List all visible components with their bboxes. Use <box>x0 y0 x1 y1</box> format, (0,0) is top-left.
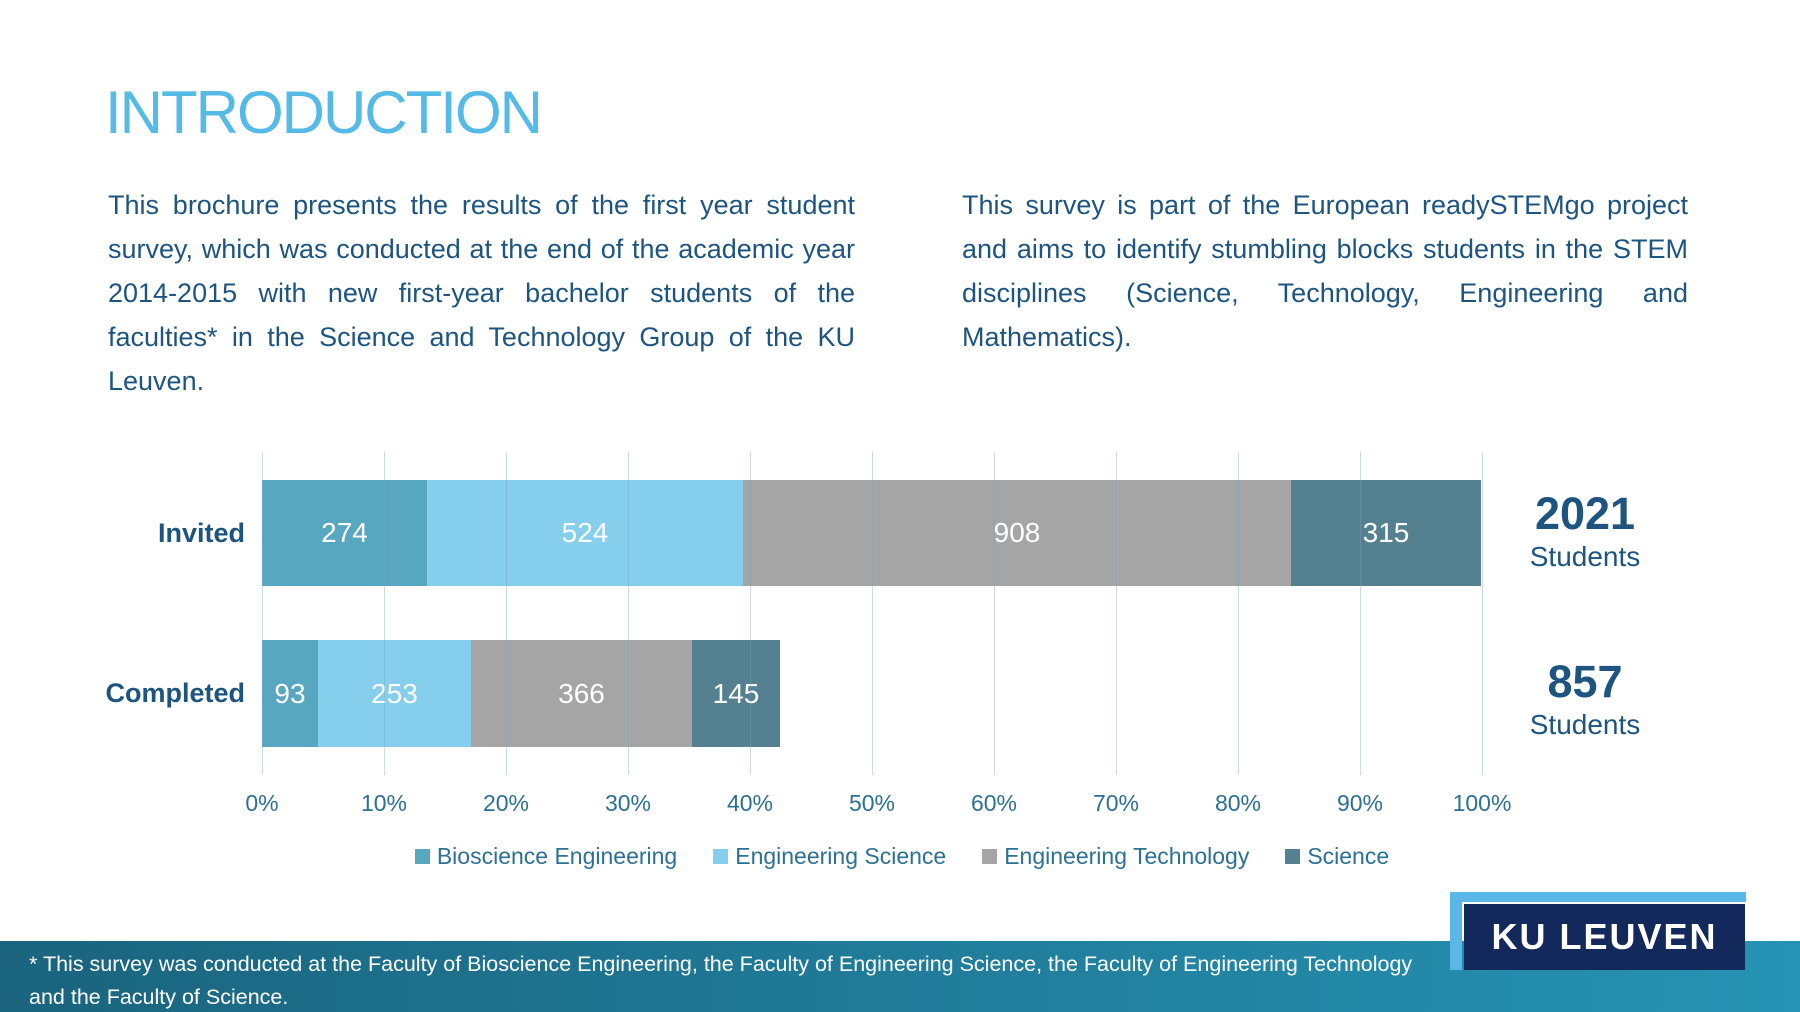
total-value: 2021 <box>1534 488 1636 539</box>
segment-value: 908 <box>993 517 1041 548</box>
bar-segment: 145 <box>692 640 780 747</box>
axis-tick-label: 0% <box>245 790 279 816</box>
intro-paragraph-right: This survey is part of the European read… <box>962 190 1688 352</box>
bar-row-completed: 93 253 366 145 <box>262 640 780 747</box>
axis-tick-label: 60% <box>970 790 1018 816</box>
legend-swatch-icon <box>414 849 430 864</box>
gridline <box>262 452 263 775</box>
footnote: * This survey was conducted at the Facul… <box>29 952 1413 1009</box>
category-label: Completed <box>105 678 245 708</box>
legend-label: Bioscience Engineering <box>436 843 678 869</box>
total-label: Students <box>1529 541 1641 572</box>
bar-segment: 315 <box>1291 480 1481 586</box>
total-group: 2021 Students <box>1485 490 1685 573</box>
bar-segment: 274 <box>262 480 427 586</box>
total-group: 857 Students <box>1485 658 1685 741</box>
legend-item: Bioscience Engineering <box>414 843 678 870</box>
segment-value: 524 <box>561 517 609 548</box>
gridline <box>1482 452 1483 775</box>
legend-swatch-icon <box>1285 849 1301 864</box>
bar-segment: 93 <box>262 640 318 747</box>
axis-tick-label: 70% <box>1092 790 1140 816</box>
gridline <box>1360 452 1361 775</box>
gridline <box>1116 452 1117 775</box>
legend-swatch-icon <box>982 849 998 864</box>
page-title: INTRODUCTION <box>105 79 543 146</box>
axis-tick-label: 100% <box>1452 790 1512 816</box>
bar-segment: 253 <box>318 640 471 747</box>
logo-wordmark: KU LEUVEN <box>1491 916 1718 957</box>
segment-value: 145 <box>712 677 760 709</box>
legend-item: Engineering Science <box>713 843 946 870</box>
intro-paragraph-left: This brochure presents the results of th… <box>108 190 855 396</box>
gridline <box>628 452 629 775</box>
axis-tick-label: 90% <box>1336 790 1384 816</box>
bar-segment: 908 <box>743 480 1291 586</box>
bar-segment: 366 <box>471 640 692 747</box>
logo-top-bar <box>1450 892 1746 902</box>
bar-segment: 524 <box>427 480 743 586</box>
segment-value: 366 <box>558 677 605 709</box>
segment-value: 93 <box>274 677 306 709</box>
legend-item: Science <box>1285 843 1389 870</box>
axis-tick-label: 50% <box>848 790 896 816</box>
legend-label: Engineering Technology <box>1004 843 1250 869</box>
gridline <box>750 452 751 775</box>
gridline <box>872 452 873 775</box>
axis-tick-label: 30% <box>604 790 652 816</box>
legend-label: Science <box>1307 843 1390 869</box>
segment-value: 253 <box>371 677 418 709</box>
segment-value: 315 <box>1362 517 1410 548</box>
axis-tick-label: 40% <box>726 790 774 816</box>
legend-item: Engineering Technology <box>982 843 1249 870</box>
category-label: Invited <box>157 517 245 548</box>
segment-value: 274 <box>321 517 368 548</box>
logo-box: KU LEUVEN <box>1464 904 1745 970</box>
bar-row-invited: 274 524 908 315 <box>262 480 1481 586</box>
legend-label: Engineering Science <box>735 843 947 869</box>
logo-left-bar <box>1450 892 1462 970</box>
axis-tick-label: 10% <box>360 790 408 816</box>
legend-swatch-icon <box>713 849 729 864</box>
total-label: Students <box>1529 709 1641 740</box>
chart-legend: Bioscience Engineering Engineering Scienc… <box>292 843 1512 870</box>
axis-tick-label: 80% <box>1214 790 1262 816</box>
axis-tick-label: 20% <box>482 790 530 816</box>
gridline <box>506 452 507 775</box>
total-value: 857 <box>1547 656 1623 707</box>
gridline <box>384 452 385 775</box>
gridline <box>1238 452 1239 775</box>
gridline <box>994 452 995 775</box>
